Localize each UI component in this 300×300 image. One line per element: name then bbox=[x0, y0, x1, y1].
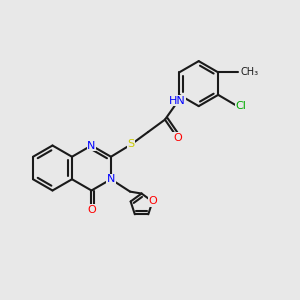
Text: O: O bbox=[173, 133, 182, 142]
Text: O: O bbox=[87, 205, 96, 214]
Text: O: O bbox=[148, 196, 157, 206]
Text: CH₃: CH₃ bbox=[241, 68, 259, 77]
Text: N: N bbox=[87, 140, 96, 151]
Text: S: S bbox=[128, 140, 135, 149]
Text: HN: HN bbox=[169, 95, 185, 106]
Text: Cl: Cl bbox=[236, 101, 246, 111]
Text: N: N bbox=[107, 174, 115, 184]
